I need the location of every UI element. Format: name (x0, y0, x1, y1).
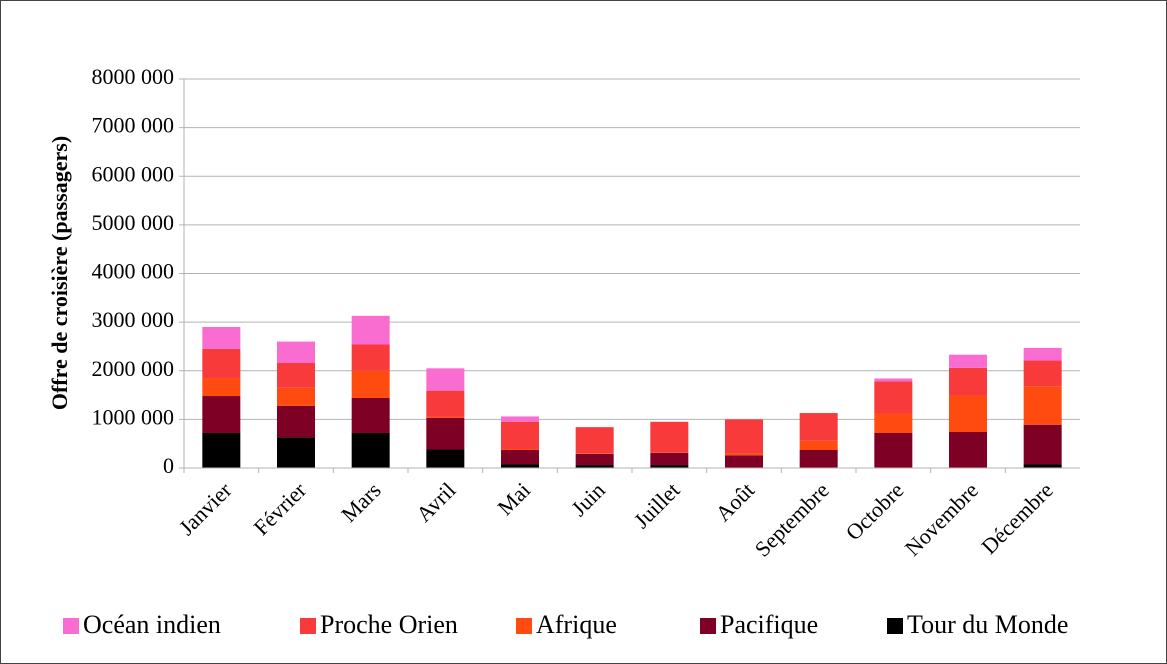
bar-segment (351, 397, 390, 433)
bar-segment (277, 362, 315, 388)
bar-segment (650, 421, 689, 453)
bar-segment (725, 455, 763, 468)
bar-segment (799, 440, 838, 451)
bar-segment (426, 368, 465, 391)
bar-segment (949, 395, 987, 433)
bar-segment (725, 419, 763, 454)
bar-segment (277, 341, 315, 363)
y-tick-label: 4000 000 (92, 259, 175, 284)
bar-segment (501, 450, 539, 465)
bar-segment (426, 390, 465, 417)
bar-segment (351, 370, 390, 398)
bar-segment (1023, 464, 1062, 468)
bar-segment (1023, 360, 1062, 387)
y-tick-label: 6000 000 (92, 161, 175, 186)
bar-segment (351, 315, 390, 345)
legend-swatch (516, 618, 532, 634)
legend-label: Océan indien (83, 610, 221, 639)
bar-segment (725, 453, 763, 456)
bar-segment (575, 427, 614, 454)
legend-swatch (887, 618, 903, 634)
bar-segment (501, 421, 539, 450)
bar-segment (501, 464, 539, 468)
bar-segment (351, 432, 390, 468)
bar-segment (426, 416, 465, 418)
y-tick-label: 5000 000 (92, 210, 175, 235)
legend-swatch (300, 618, 316, 634)
bar-segment (874, 413, 913, 433)
bar-segment (874, 378, 913, 382)
bar-segment (202, 348, 241, 379)
bar-segment (202, 396, 241, 433)
bar-segment (277, 437, 315, 468)
y-tick-label: 2000 000 (92, 356, 175, 381)
legend-label: Pacifique (720, 610, 818, 639)
bar-segment (575, 465, 614, 468)
legend-label: Tour du Monde (907, 610, 1068, 639)
bar-segment (949, 367, 987, 396)
bar-segment (949, 354, 987, 368)
legend-swatch (700, 618, 716, 634)
bar-segment (202, 378, 241, 397)
y-tick-label: 1000 000 (92, 404, 175, 429)
legend-swatch (63, 618, 79, 634)
bar-segment (799, 413, 838, 441)
bar-segment (426, 417, 465, 450)
bar-segment (202, 432, 241, 468)
bar-segment (874, 432, 913, 468)
y-tick-label: 8000 000 (92, 64, 175, 89)
bar-segment (426, 449, 465, 468)
bar-segment (650, 465, 689, 468)
y-tick-label: 3000 000 (92, 307, 175, 332)
bar-segment (351, 344, 390, 371)
bar-segment (501, 449, 539, 451)
bar-segment (277, 405, 315, 438)
bar-segment (650, 452, 689, 466)
y-tick-label: 7000 000 (92, 113, 175, 138)
bar-segment (1023, 347, 1062, 361)
bar-segment (277, 387, 315, 406)
bar-segment (949, 432, 987, 468)
bar-segment (874, 381, 913, 414)
legend-label: Afrique (536, 610, 617, 639)
bar-segment (1023, 386, 1062, 425)
y-tick-label: 0 (163, 453, 174, 478)
legend-label: Proche Orien (320, 610, 458, 639)
bar-segment (799, 450, 838, 468)
bar-segment (1023, 424, 1062, 465)
bar-segment (575, 453, 614, 466)
bar-segment (202, 326, 241, 349)
y-axis-label: Offre de croisière (passagers) (47, 136, 72, 410)
bar-segment (501, 416, 539, 422)
